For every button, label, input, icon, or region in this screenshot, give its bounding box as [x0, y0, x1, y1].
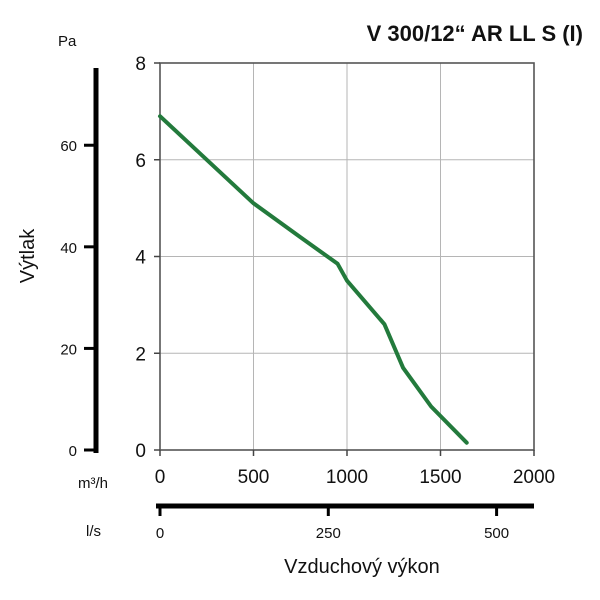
x-tick-label: 500: [238, 467, 270, 488]
chart-title: V 300/12“ AR LL S (I): [367, 21, 583, 46]
x-tick-label: 0: [155, 467, 166, 488]
left-tick-label: 40: [60, 240, 77, 257]
y-axis-ticks: 0 2 4 6 8: [135, 54, 160, 462]
y-axis-label: Výtlak: [17, 228, 39, 283]
bottom-tick-label: 0: [156, 525, 164, 542]
left-tick-label: 0: [69, 443, 77, 460]
x-unit-label: m³/h: [78, 475, 108, 492]
x-tick-label: 2000: [513, 467, 555, 488]
bottom-axis-ticks: 0 250 500: [156, 506, 509, 542]
bottom-tick-label: 250: [316, 525, 341, 542]
bottom-tick-label: 500: [484, 525, 509, 542]
grid: [159, 62, 535, 451]
x-tick-label: 1000: [326, 467, 368, 488]
left-axis-unit: Pa: [58, 33, 77, 50]
x-axis-label: Vzduchový výkon: [284, 556, 440, 578]
series-line: [158, 114, 469, 445]
y-tick-label: 8: [135, 54, 146, 75]
left-tick-label: 60: [60, 138, 77, 155]
x-axis-ticks: 0 500 1000 1500 2000: [155, 450, 555, 488]
x2-unit-label: l/s: [86, 523, 101, 540]
y-tick-label: 6: [135, 151, 146, 172]
x-tick-label: 1500: [419, 467, 461, 488]
y-tick-label: 0: [135, 441, 146, 462]
y-tick-label: 4: [135, 248, 146, 269]
y-tick-label: 2: [135, 344, 146, 365]
left-tick-label: 20: [60, 341, 77, 358]
left-axis-ticks: 0 20 40 60: [60, 138, 96, 460]
